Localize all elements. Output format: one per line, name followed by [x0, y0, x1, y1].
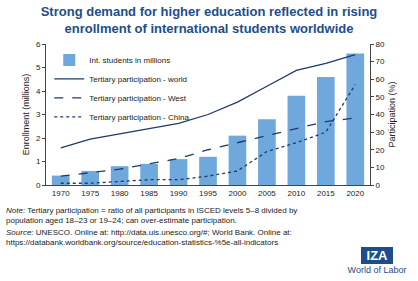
svg-text:10: 10	[376, 163, 385, 172]
svg-text:60: 60	[376, 75, 385, 84]
svg-text:1970: 1970	[52, 189, 70, 198]
svg-text:80: 80	[376, 40, 385, 49]
svg-text:Tertiary participation - China: Tertiary participation - China	[89, 113, 189, 122]
svg-text:4: 4	[36, 87, 41, 96]
svg-text:1: 1	[36, 157, 41, 166]
svg-text:20: 20	[376, 146, 385, 155]
svg-text:2015: 2015	[317, 189, 335, 198]
svg-text:Tertiary participation - world: Tertiary participation - world	[89, 75, 187, 84]
svg-text:2: 2	[36, 134, 41, 143]
svg-text:2010: 2010	[287, 189, 305, 198]
svg-text:70: 70	[376, 57, 385, 66]
svg-text:6: 6	[36, 40, 41, 49]
svg-text:Tertiary participation - West: Tertiary participation - West	[89, 94, 187, 103]
svg-text:40: 40	[376, 110, 385, 119]
svg-text:Participation (%): Participation (%)	[387, 81, 397, 147]
svg-text:2000: 2000	[229, 189, 247, 198]
svg-text:30: 30	[376, 128, 385, 137]
svg-text:1985: 1985	[140, 189, 158, 198]
svg-text:1980: 1980	[111, 189, 129, 198]
svg-text:0: 0	[36, 181, 41, 190]
svg-text:1995: 1995	[199, 189, 217, 198]
svg-text:1975: 1975	[81, 189, 99, 198]
svg-text:Strong demand for higher educa: Strong demand for higher education refle…	[41, 4, 378, 36]
html-text:World of Labor: World of Labor	[347, 265, 407, 275]
html-text:Source: UNESCO. Online at: htt: Source: UNESCO. Online at: http://data.u…	[6, 228, 292, 247]
svg-text:3: 3	[36, 110, 41, 119]
svg-text:50: 50	[376, 93, 385, 102]
svg-text:5: 5	[36, 63, 41, 72]
svg-text:0: 0	[376, 181, 381, 190]
svg-text:Int. students in millions: Int. students in millions	[89, 56, 170, 65]
svg-text:Enrollment (millions): Enrollment (millions)	[21, 74, 31, 156]
svg-text:2005: 2005	[258, 189, 276, 198]
html-text:Note: Tertiary participation =: Note: Tertiary participation = ratio of …	[6, 206, 298, 225]
html-text:IZA: IZA	[366, 248, 388, 263]
svg-text:1990: 1990	[170, 189, 188, 198]
svg-text:2020: 2020	[346, 189, 364, 198]
